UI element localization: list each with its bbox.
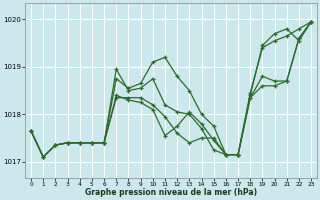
X-axis label: Graphe pression niveau de la mer (hPa): Graphe pression niveau de la mer (hPa) — [85, 188, 257, 197]
